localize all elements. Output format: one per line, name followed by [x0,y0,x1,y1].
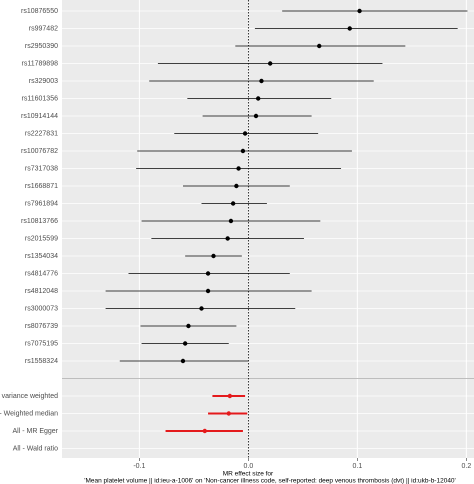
x-tick-label: 0.1 [353,463,363,470]
x-tick-label: 0.0 [244,463,254,470]
point [226,411,231,416]
y-tick-label: rs1558324 [25,358,58,365]
y-tick-label: rs7961894 [25,200,58,207]
y-tick-label: All - Wald ratio [13,445,58,452]
point [347,26,352,31]
y-tick-label: rs10876550 [21,8,58,15]
point [317,43,322,49]
y-tick-label: All - Inverse variance weighted [0,393,58,400]
point [255,96,261,101]
y-tick-label: rs1668871 [25,183,58,190]
point [242,131,248,136]
y-tick-label: rs997482 [29,25,58,32]
point [357,8,362,14]
point [186,323,191,329]
point [236,166,241,171]
x-tick-label: 0.2 [462,463,472,470]
y-tick-label: rs2950390 [25,43,58,50]
y-tick-label: All - MR Egger [12,428,58,435]
y-tick-label: rs329003 [29,78,58,85]
point [202,428,207,434]
point [253,113,259,119]
point [180,358,186,364]
y-tick-label: rs11789898 [22,60,59,67]
point [240,148,246,154]
point [267,61,273,66]
y-tick-label: All - Weighted median [0,410,58,417]
y-tick-label: rs1354034 [25,253,58,260]
point [225,236,230,241]
y-tick-label: rs11601356 [22,95,59,102]
y-tick-label: rs10076782 [21,148,58,155]
point [199,306,204,311]
y-tick-label: rs2227831 [25,130,58,137]
y-tick-label: rs7075195 [25,340,58,347]
point [211,253,216,259]
point [234,183,239,189]
y-tick-label: rs10813766 [21,218,58,225]
x-axis-title: 'Mean platelet volume || id:ieu-a-1006' … [84,478,456,484]
y-tick-label: rs4812048 [25,288,58,295]
point [182,341,188,346]
x-tick-label: -0.1 [133,463,145,470]
y-tick-label: rs4814776 [25,270,58,277]
y-tick-label: rs2015599 [25,235,58,242]
y-tick-label: rs10914144 [21,113,58,120]
plot-background [62,0,474,458]
point [228,218,234,224]
point [227,393,233,399]
y-tick-label: rs8076739 [25,323,58,330]
y-tick-label: rs3000073 [25,305,58,312]
x-axis-title: MR effect size for [223,471,274,478]
point [205,288,211,294]
point [259,78,264,84]
point [205,271,211,276]
point [230,201,236,206]
y-tick-label: rs7317038 [25,165,58,172]
